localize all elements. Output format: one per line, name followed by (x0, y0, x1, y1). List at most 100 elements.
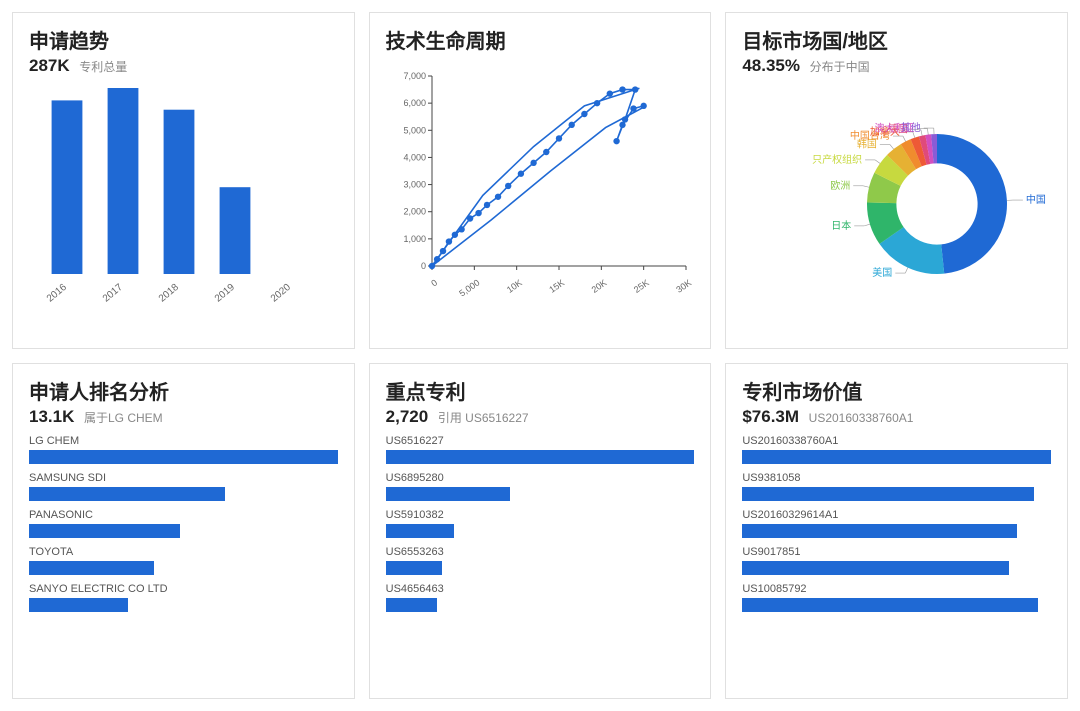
hbar-label: US9381058 (742, 472, 1051, 484)
hbar-label: US4656463 (386, 583, 695, 595)
hbar-label: US20160329614A1 (742, 509, 1051, 521)
hbar-item: SANYO ELECTRIC CO LTD (29, 583, 338, 612)
svg-text:2019: 2019 (213, 282, 237, 305)
svg-text:0: 0 (421, 261, 426, 271)
hbar-fill (29, 598, 128, 612)
card-subtitle: 13.1K 属于LG CHEM (29, 407, 338, 427)
svg-text:2017: 2017 (101, 282, 125, 305)
hbar-item: US9017851 (742, 546, 1051, 575)
metric-label: 专利总量 (79, 60, 127, 74)
svg-text:2018: 2018 (157, 282, 181, 305)
hbar-label: US6516227 (386, 435, 695, 447)
svg-text:2020: 2020 (269, 282, 293, 305)
svg-text:15K: 15K (547, 277, 566, 294)
hbar-item: US6895280 (386, 472, 695, 501)
scatter-line-chart: 01,0002,0003,0004,0005,0006,0007,00005,0… (386, 56, 695, 338)
card-title: 申请人排名分析 (29, 376, 338, 405)
card-key-patents: 重点专利 2,720 引用 US6516227 US6516227 US68952… (369, 363, 712, 700)
hbar-item: US5910382 (386, 509, 695, 538)
metric-label: 引用 US6516227 (438, 411, 529, 425)
hbar-label: SAMSUNG SDI (29, 472, 338, 484)
svg-text:其他: 其他 (901, 121, 921, 134)
hbar-chart: LG CHEM SAMSUNG SDI PANASONIC TOYOTA SANYO E… (29, 435, 338, 689)
card-subtitle: 2,720 引用 US6516227 (386, 407, 695, 427)
card-tech-lifecycle: 技术生命周期 01,0002,0003,0004,0005,0006,0007,… (369, 12, 712, 349)
hbar-fill (386, 524, 454, 538)
donut-chart: 中国美国日本欧洲只产权组织韩国中国台湾加拿大德国澳大利亚其他 (742, 84, 1051, 338)
hbar-fill (29, 450, 338, 464)
hbar-fill (742, 524, 1017, 538)
hbar-item: US10085792 (742, 583, 1051, 612)
svg-text:1,000: 1,000 (403, 234, 426, 244)
svg-text:欧洲: 欧洲 (831, 180, 851, 192)
hbar-fill (742, 450, 1051, 464)
svg-text:25K: 25K (632, 277, 651, 294)
dashboard-grid: 申请趋势 287K 专利总量 20162017201820192020 技术生命… (12, 12, 1068, 699)
card-patent-value: 专利市场价值 $76.3M US20160338760A1 US20160338… (725, 363, 1068, 700)
hbar-fill (386, 450, 695, 464)
card-title: 目标市场国/地区 (742, 25, 1051, 54)
hbar-label: PANASONIC (29, 509, 338, 521)
svg-text:中国: 中国 (1026, 193, 1046, 206)
card-target-markets: 目标市场国/地区 48.35% 分布于中国 中国美国日本欧洲只产权组织韩国中国台… (725, 12, 1068, 349)
metric-label: 分布于中国 (810, 60, 870, 74)
hbar-item: US4656463 (386, 583, 695, 612)
hbar-chart: US6516227 US6895280 US5910382 US6553263 US46… (386, 435, 695, 689)
svg-text:6,000: 6,000 (403, 98, 426, 108)
hbar-label: US10085792 (742, 583, 1051, 595)
card-application-trend: 申请趋势 287K 专利总量 2016 2017 2018 2019 2020 (12, 12, 355, 349)
metric-value: 2,720 (386, 407, 429, 426)
hbar-label: US6553263 (386, 546, 695, 558)
card-title: 专利市场价值 (742, 376, 1051, 405)
hbar-label: US5910382 (386, 509, 695, 521)
svg-text:3,000: 3,000 (403, 180, 426, 190)
svg-text:2,000: 2,000 (403, 207, 426, 217)
hbar-fill (29, 561, 154, 575)
card-title: 申请趋势 (29, 25, 338, 54)
hbar-fill (742, 487, 1033, 501)
hbar-label: SANYO ELECTRIC CO LTD (29, 583, 338, 595)
hbar-label: US9017851 (742, 546, 1051, 558)
hbar-fill (742, 561, 1009, 575)
hbar-item: US9381058 (742, 472, 1051, 501)
metric-label: US20160338760A1 (809, 411, 914, 425)
card-applicant-ranking: 申请人排名分析 13.1K 属于LG CHEM LG CHEM SAMSUNG S… (12, 363, 355, 700)
hbar-item: US6553263 (386, 546, 695, 575)
hbar-item: US20160338760A1 (742, 435, 1051, 464)
hbar-label: TOYOTA (29, 546, 338, 558)
svg-text:日本: 日本 (832, 219, 852, 232)
hbar-fill (386, 487, 511, 501)
hbar-item: LG CHEM (29, 435, 338, 464)
svg-text:美国: 美国 (873, 266, 893, 279)
svg-text:4,000: 4,000 (403, 152, 426, 162)
card-subtitle: 48.35% 分布于中国 (742, 56, 1051, 76)
hbar-chart: US20160338760A1 US9381058 US20160329614A1 U… (742, 435, 1051, 689)
hbar-label: LG CHEM (29, 435, 338, 447)
svg-text:5,000: 5,000 (403, 125, 426, 135)
hbar-item: US20160329614A1 (742, 509, 1051, 538)
card-title: 重点专利 (386, 376, 695, 405)
svg-text:30K: 30K (674, 277, 693, 294)
hbar-item: US6516227 (386, 435, 695, 464)
hbar-fill (742, 598, 1037, 612)
metric-label: 属于LG CHEM (84, 411, 163, 425)
hbar-fill (386, 561, 443, 575)
hbar-label: US6895280 (386, 472, 695, 484)
card-subtitle: $76.3M US20160338760A1 (742, 407, 1051, 427)
svg-text:5,000: 5,000 (457, 277, 481, 298)
hbar-label: US20160338760A1 (742, 435, 1051, 447)
metric-value: 48.35% (742, 56, 800, 75)
svg-text:只产权组织: 只产权组织 (812, 153, 862, 166)
hbar-item: TOYOTA (29, 546, 338, 575)
svg-text:20K: 20K (589, 277, 608, 294)
bar-chart: 2016 2017 2018 2019 2020 (29, 84, 338, 338)
metric-value: 287K (29, 56, 70, 75)
hbar-item: PANASONIC (29, 509, 338, 538)
hbar-fill (29, 487, 225, 501)
card-subtitle: 287K 专利总量 (29, 56, 338, 76)
metric-value: 13.1K (29, 407, 74, 426)
metric-value: $76.3M (742, 407, 799, 426)
hbar-item: SAMSUNG SDI (29, 472, 338, 501)
svg-text:2016: 2016 (45, 282, 69, 305)
hbar-fill (29, 524, 180, 538)
